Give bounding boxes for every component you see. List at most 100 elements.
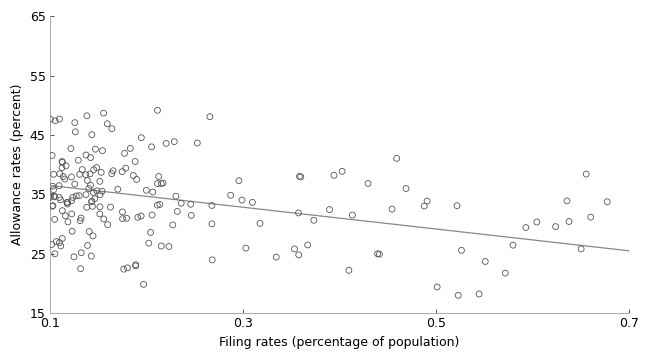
Point: [77, 167, 88, 172]
Point: [96, 170, 107, 175]
Point: [88, 190, 99, 195]
Point: [294, 174, 305, 179]
Point: [532, 219, 542, 225]
Point: [90, 146, 101, 152]
Point: [419, 203, 430, 209]
Point: [387, 206, 397, 212]
Point: [66, 174, 77, 180]
Point: [152, 107, 162, 113]
Point: [95, 204, 105, 210]
Point: [49, 171, 59, 177]
Point: [105, 204, 116, 210]
Point: [117, 169, 127, 175]
Point: [63, 219, 73, 225]
Point: [117, 209, 127, 215]
Point: [94, 211, 105, 217]
Point: [67, 228, 77, 234]
Point: [47, 153, 57, 158]
Point: [155, 202, 165, 207]
Point: [161, 141, 172, 147]
Point: [138, 282, 149, 287]
Point: [240, 245, 251, 251]
Point: [168, 222, 178, 228]
Point: [107, 126, 117, 131]
Point: [73, 157, 83, 163]
Point: [86, 253, 97, 259]
Point: [85, 155, 96, 161]
Point: [57, 208, 68, 213]
Point: [86, 132, 97, 138]
Point: [54, 116, 64, 122]
Point: [49, 216, 60, 222]
Point: [480, 258, 491, 264]
Point: [62, 201, 73, 207]
Point: [122, 215, 132, 221]
Point: [347, 212, 358, 218]
Point: [169, 139, 179, 144]
Y-axis label: Allowance rates (percent): Allowance rates (percent): [11, 84, 24, 246]
Point: [207, 257, 217, 263]
Point: [296, 174, 306, 180]
Point: [62, 199, 73, 205]
Point: [66, 211, 77, 217]
Point: [120, 165, 131, 171]
Point: [521, 225, 531, 230]
Point: [75, 266, 86, 271]
Point: [122, 265, 133, 271]
Point: [586, 214, 596, 220]
Point: [60, 176, 70, 182]
Point: [58, 174, 68, 179]
Point: [164, 244, 174, 249]
Point: [70, 120, 80, 126]
Point: [474, 291, 484, 297]
Point: [46, 193, 56, 199]
Point: [148, 189, 158, 195]
Point: [61, 163, 72, 169]
Point: [54, 194, 64, 200]
Point: [74, 193, 85, 199]
Point: [152, 202, 162, 208]
Point: [103, 222, 113, 228]
Point: [84, 186, 94, 192]
Point: [81, 192, 91, 198]
Point: [192, 140, 203, 146]
Point: [422, 198, 432, 204]
Point: [46, 242, 57, 247]
Point: [88, 233, 98, 239]
Point: [60, 213, 70, 219]
Point: [92, 165, 102, 170]
Point: [551, 224, 561, 229]
Point: [205, 114, 215, 120]
Point: [55, 197, 66, 203]
Point: [84, 171, 95, 177]
Point: [152, 181, 162, 186]
Point: [302, 242, 313, 248]
Point: [136, 135, 146, 141]
Point: [289, 246, 300, 252]
Point: [69, 254, 79, 260]
Point: [131, 262, 141, 267]
Point: [118, 216, 128, 221]
Point: [255, 221, 265, 226]
Point: [602, 199, 612, 204]
Point: [508, 242, 518, 248]
Point: [86, 198, 97, 204]
Point: [452, 203, 462, 208]
Point: [456, 247, 467, 253]
Point: [432, 284, 443, 290]
Point: [83, 243, 93, 248]
Point: [75, 218, 85, 224]
Point: [47, 203, 58, 208]
Point: [207, 203, 217, 208]
Point: [98, 148, 108, 153]
Point: [71, 193, 81, 199]
Point: [372, 251, 383, 257]
Point: [107, 171, 117, 176]
Point: [87, 203, 98, 209]
Point: [75, 171, 85, 177]
Point: [97, 188, 107, 194]
Point: [82, 177, 92, 183]
Point: [176, 200, 187, 206]
Point: [309, 217, 319, 223]
Point: [237, 197, 247, 203]
